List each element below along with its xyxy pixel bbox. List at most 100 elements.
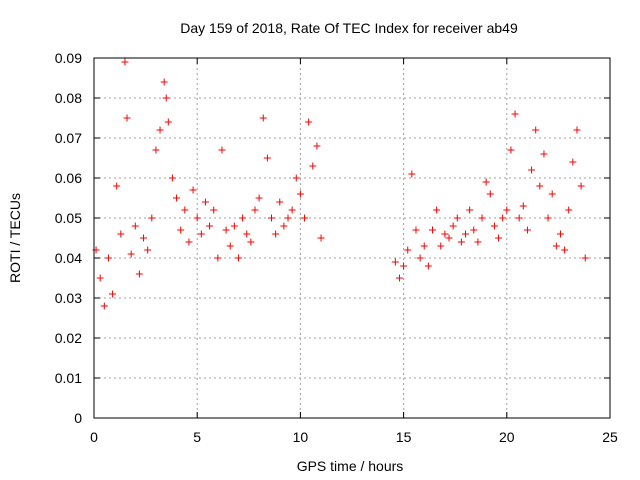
data-point: [276, 198, 284, 206]
data-point: [528, 166, 536, 174]
data-point: [565, 206, 573, 214]
data-point: [457, 238, 465, 246]
x-tick-label: 25: [602, 429, 618, 445]
scatter-points: [92, 58, 589, 310]
data-point: [544, 214, 552, 222]
data-point: [193, 214, 201, 222]
data-point: [577, 182, 585, 190]
data-point: [173, 194, 181, 202]
data-point: [474, 238, 482, 246]
data-point: [515, 214, 523, 222]
data-point: [511, 110, 519, 118]
data-point: [181, 206, 189, 214]
x-tick-label: 10: [293, 429, 309, 445]
data-point: [177, 226, 185, 234]
data-point: [495, 234, 503, 242]
data-point: [214, 254, 222, 262]
y-tick-label: 0.09: [55, 50, 82, 66]
data-point: [523, 226, 531, 234]
y-tick-label: 0.08: [55, 90, 82, 106]
data-point: [272, 230, 280, 238]
data-point: [400, 262, 408, 270]
data-point: [123, 114, 131, 122]
data-point: [503, 206, 511, 214]
data-point: [507, 146, 515, 154]
y-tick-label: 0.04: [55, 250, 82, 266]
data-point: [519, 202, 527, 210]
data-point: [259, 114, 267, 122]
data-point: [255, 194, 263, 202]
data-point: [185, 238, 193, 246]
data-point: [162, 94, 170, 102]
data-point: [462, 230, 470, 238]
data-point: [222, 226, 230, 234]
grid: [94, 58, 610, 418]
data-point: [552, 242, 560, 250]
y-tick-label: 0.02: [55, 330, 82, 346]
data-point: [499, 214, 507, 222]
data-point: [395, 274, 403, 282]
data-point: [449, 222, 457, 230]
data-point: [486, 190, 494, 198]
data-point: [428, 226, 436, 234]
data-point: [540, 150, 548, 158]
data-point: [412, 226, 420, 234]
data-point: [309, 162, 317, 170]
data-point: [561, 246, 569, 254]
data-point: [301, 214, 309, 222]
x-tick-label: 15: [396, 429, 412, 445]
x-axis-label: GPS time / hours: [297, 458, 404, 474]
data-point: [104, 254, 112, 262]
data-point: [113, 182, 121, 190]
data-point: [466, 206, 474, 214]
data-point: [445, 234, 453, 242]
data-point: [437, 242, 445, 250]
data-point: [569, 158, 577, 166]
data-point: [478, 214, 486, 222]
data-point: [433, 206, 441, 214]
data-point: [210, 206, 218, 214]
data-point: [109, 290, 117, 298]
y-tick-label: 0.06: [55, 170, 82, 186]
x-tick-label: 20: [499, 429, 515, 445]
data-point: [470, 226, 478, 234]
data-point: [131, 222, 139, 230]
data-point: [416, 254, 424, 262]
axis-ticks: 0 5 10 15 20 25 0 0.01 0.02 0.03 0.04 0.05 0.06 0.07 0…: [55, 50, 618, 445]
data-point: [148, 214, 156, 222]
data-point: [408, 170, 416, 178]
chart-title: Day 159 of 2018, Rate Of TEC Index for r…: [180, 20, 518, 36]
data-point: [160, 78, 168, 86]
data-point: [140, 234, 148, 242]
data-point: [490, 222, 498, 230]
data-point: [156, 126, 164, 134]
plot-frame: [93, 57, 611, 419]
data-point: [189, 186, 197, 194]
data-point: [482, 178, 490, 186]
data-point: [251, 206, 259, 214]
data-point: [127, 250, 135, 258]
data-point: [317, 234, 325, 242]
data-point: [536, 182, 544, 190]
data-point: [556, 230, 564, 238]
data-point: [206, 222, 214, 230]
data-point: [243, 230, 251, 238]
data-point: [288, 206, 296, 214]
data-point: [280, 222, 288, 230]
data-point: [424, 262, 432, 270]
data-point: [453, 214, 461, 222]
data-point: [548, 190, 556, 198]
y-tick-label: 0.01: [55, 370, 82, 386]
data-point: [230, 222, 238, 230]
data-point: [573, 126, 581, 134]
data-point: [305, 118, 313, 126]
data-point: [284, 214, 292, 222]
data-point: [441, 230, 449, 238]
data-point: [96, 274, 104, 282]
data-point: [313, 142, 321, 150]
y-tick-label: 0: [74, 410, 82, 426]
data-point: [164, 118, 172, 126]
data-point: [268, 214, 276, 222]
data-point: [135, 270, 143, 278]
